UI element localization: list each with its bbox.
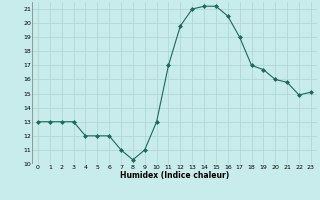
X-axis label: Humidex (Indice chaleur): Humidex (Indice chaleur)	[120, 171, 229, 180]
